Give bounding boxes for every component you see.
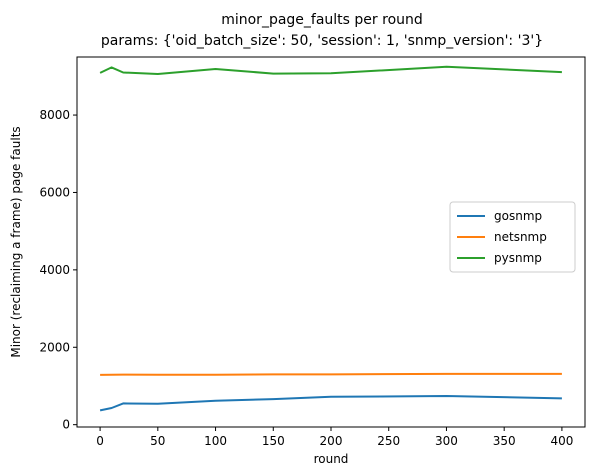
x-tick-label: 400 bbox=[550, 434, 573, 448]
chart-subtitle: params: {'oid_batch_size': 50, 'session'… bbox=[101, 33, 543, 49]
x-tick-label: 100 bbox=[204, 434, 227, 448]
y-tick-label: 8000 bbox=[39, 108, 70, 122]
series-line-netsnmp bbox=[100, 374, 562, 375]
legend-label-gosnmp: gosnmp bbox=[494, 209, 542, 223]
y-tick-label: 2000 bbox=[39, 340, 70, 354]
legend: gosnmp netsnmp pysnmp bbox=[450, 202, 575, 272]
legend-label-pysnmp: pysnmp bbox=[494, 251, 542, 265]
y-tick-label: 6000 bbox=[39, 185, 70, 199]
x-tick-label: 300 bbox=[435, 434, 458, 448]
y-tick-label: 0 bbox=[62, 418, 70, 432]
x-tick-label: 200 bbox=[320, 434, 343, 448]
legend-label-netsnmp: netsnmp bbox=[494, 230, 547, 244]
x-tick-label: 50 bbox=[150, 434, 165, 448]
chart-title: minor_page_faults per round bbox=[221, 12, 423, 28]
x-tick-label: 150 bbox=[262, 434, 285, 448]
x-tick-label: 250 bbox=[377, 434, 400, 448]
y-tick-label: 4000 bbox=[39, 263, 70, 277]
x-tick-label: 350 bbox=[493, 434, 516, 448]
x-tick-label: 0 bbox=[96, 434, 104, 448]
x-axis-label: round bbox=[314, 452, 349, 466]
y-axis-label: Minor (reclaiming a frame) page faults bbox=[9, 126, 23, 357]
